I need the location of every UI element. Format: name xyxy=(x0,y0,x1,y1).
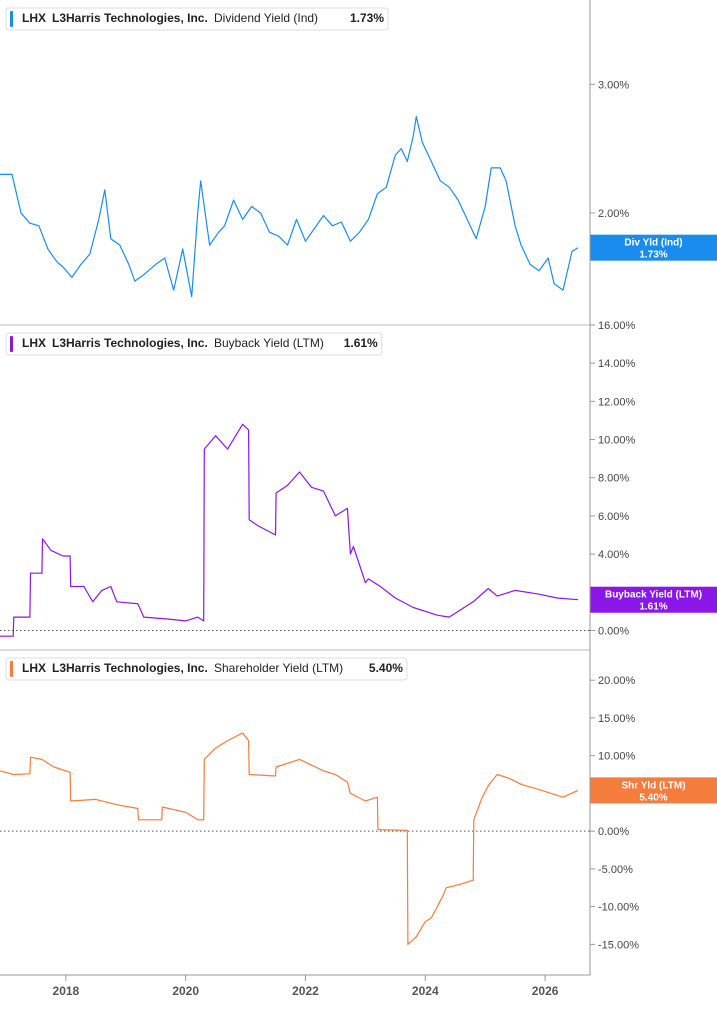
chart-panel-dividend: 2.00% 3.00% LHX L3Harris Technologies, Inc.… xyxy=(0,7,717,298)
y-tick-label: 6.00% xyxy=(598,511,629,523)
legend-value: 5.40% xyxy=(369,661,403,675)
legend-ticker: LHX xyxy=(22,661,46,675)
y-tick-label: 8.00% xyxy=(598,473,629,485)
chart-panel-buyback: 0.00%2.00%4.00%6.00%8.00%10.00%12.00%14.… xyxy=(0,320,717,637)
value-badge-bg xyxy=(590,777,717,804)
x-tick-label: 2024 xyxy=(412,984,439,998)
legend-box xyxy=(5,7,389,31)
value-badge-value: 1.73% xyxy=(639,250,667,261)
series-line-shareholder xyxy=(0,732,579,946)
y-tick-label: 14.00% xyxy=(598,358,636,370)
x-tick-label: 2022 xyxy=(292,984,319,998)
legend-value: 1.73% xyxy=(350,11,384,25)
legend-shareholder: LHX L3Harris Technologies, Inc. Shareholde… xyxy=(5,657,408,681)
x-tick-label: 2026 xyxy=(532,984,559,998)
value-badge-dividend: Div Yld (Ind)1.73% xyxy=(590,234,717,261)
legend-box xyxy=(5,332,383,356)
y-tick-label: 10.00% xyxy=(598,435,636,447)
legend-metric: Buyback Yield (LTM) xyxy=(214,336,324,350)
x-tick-label: 2020 xyxy=(172,984,199,998)
value-badge-value: 5.40% xyxy=(639,792,667,803)
value-badge-value: 1.61% xyxy=(639,602,667,613)
legend-color-swatch xyxy=(10,661,13,677)
legend-color-swatch xyxy=(10,336,13,352)
value-badge-label: Shr Yld (LTM) xyxy=(621,780,685,791)
legend-metric: Shareholder Yield (LTM) xyxy=(214,661,343,675)
y-tick-label: 16.00% xyxy=(598,320,636,332)
legend-company: L3Harris Technologies, Inc. xyxy=(52,661,208,675)
value-badge-shareholder: Shr Yld (LTM)5.40% xyxy=(590,777,717,804)
y-tick-label: 3.00% xyxy=(598,79,629,91)
series-line-buyback xyxy=(0,423,579,637)
legend-company: L3Harris Technologies, Inc. xyxy=(52,11,208,25)
y-tick-label: -15.00% xyxy=(598,939,639,951)
value-badge-buyback: Buyback Yield (LTM)1.61% xyxy=(590,586,717,613)
legend-color-swatch xyxy=(10,11,13,27)
y-tick-label: -5.00% xyxy=(598,864,633,876)
y-tick-label: 10.00% xyxy=(598,751,636,763)
y-tick-label: 2.00% xyxy=(598,208,629,220)
value-badge-label: Div Yld (Ind) xyxy=(624,238,682,249)
y-tick-label: 0.00% xyxy=(598,625,629,637)
legend-ticker: LHX xyxy=(22,11,46,25)
y-tick-label: 12.00% xyxy=(598,396,636,408)
legend-ticker: LHX xyxy=(22,336,46,350)
y-tick-label: 15.00% xyxy=(598,713,636,725)
y-tick-label: 20.00% xyxy=(598,675,636,687)
y-tick-label: -10.00% xyxy=(598,902,639,914)
chart-panel-shareholder: -15.00%-10.00%-5.00%0.00%5.00%10.00%15.0… xyxy=(0,649,717,951)
value-badge-bg xyxy=(590,234,717,261)
y-tick-label: 4.00% xyxy=(598,549,629,561)
legend-buyback: LHX L3Harris Technologies, Inc. Buyback Yi… xyxy=(5,332,383,356)
value-badge-bg xyxy=(590,586,717,613)
legend-value: 1.61% xyxy=(344,336,378,350)
y-tick-label: 0.00% xyxy=(598,826,629,838)
legend-metric: Dividend Yield (Ind) xyxy=(214,11,318,25)
series-line-dividend xyxy=(0,115,579,298)
legend-company: L3Harris Technologies, Inc. xyxy=(52,336,208,350)
value-badge-label: Buyback Yield (LTM) xyxy=(605,590,702,601)
x-tick-label: 2018 xyxy=(53,984,80,998)
legend-box xyxy=(5,657,408,681)
legend-dividend: LHX L3Harris Technologies, Inc. Dividend Y… xyxy=(5,7,389,31)
